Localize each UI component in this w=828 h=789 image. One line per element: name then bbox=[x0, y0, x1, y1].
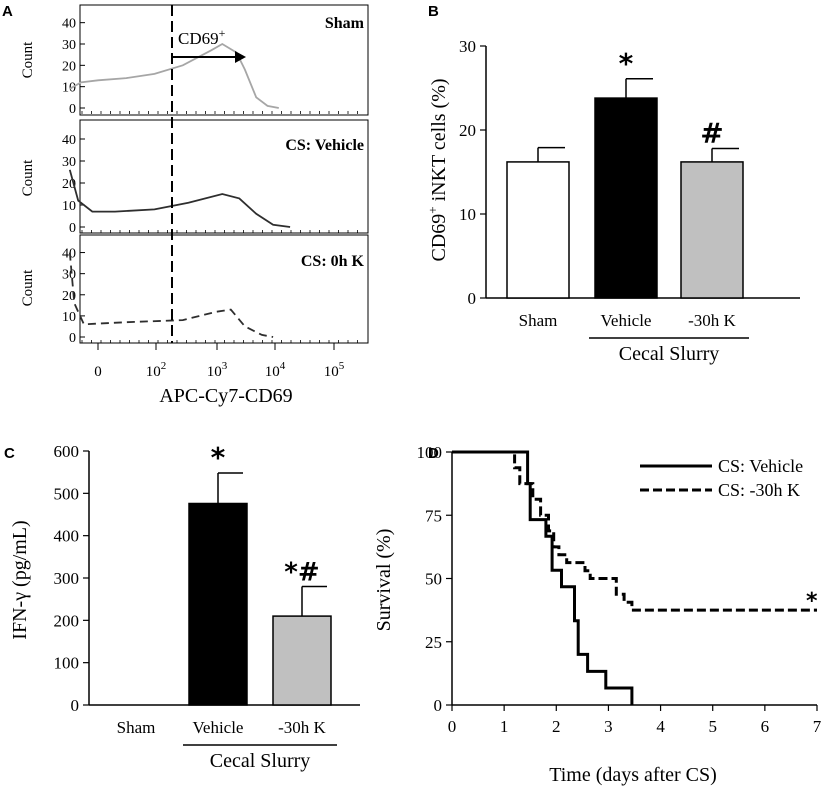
panel-c-label: C bbox=[4, 445, 15, 462]
bar bbox=[680, 161, 744, 299]
y-tick-label: 0 bbox=[71, 696, 80, 715]
y-axis-title-c: IFN-γ (pg/mL) bbox=[9, 520, 31, 639]
x-tick-label: 4 bbox=[656, 717, 665, 736]
y-tick-label: 30 bbox=[459, 37, 476, 56]
histogram-curve bbox=[69, 42, 279, 109]
bar bbox=[506, 161, 570, 299]
histogram-frame-sham bbox=[79, 4, 369, 116]
bar bbox=[594, 97, 658, 299]
histogram-y-tick-label: 0 bbox=[69, 221, 76, 236]
y-tick-label: 20 bbox=[459, 121, 476, 140]
y-tick-label: 100 bbox=[417, 443, 443, 462]
category-label: Vehicle bbox=[193, 718, 244, 737]
histogram-y-tick-label: 10 bbox=[62, 199, 76, 214]
histogram-frame-vehicle bbox=[79, 119, 369, 234]
y-axis-label-sham: Count bbox=[20, 41, 36, 79]
y-tick-label: 25 bbox=[425, 633, 442, 652]
category-label: Sham bbox=[117, 718, 156, 737]
category-label: Sham bbox=[519, 311, 558, 330]
histogram-curve bbox=[68, 252, 274, 338]
y-tick-label: 400 bbox=[54, 527, 80, 546]
bar bbox=[272, 615, 332, 706]
histogram-y-tick-label: 30 bbox=[62, 268, 76, 283]
histogram-x-tick-label: 103 bbox=[207, 360, 228, 380]
subplot-title-sham: Sham bbox=[325, 15, 365, 32]
bar-chart-c: 0 100 200 300 400 500 600 Sham * Vehicle *# -30h K C… bbox=[54, 441, 360, 772]
panel-a-label: A bbox=[2, 3, 13, 20]
panel-d-label: D bbox=[428, 445, 439, 462]
x-axis-title-a: APC-Cy7-CD69 bbox=[159, 385, 292, 407]
survival-line bbox=[452, 450, 817, 612]
cd69-gate-label: CD69+ bbox=[178, 26, 226, 48]
histogram-x-tick-label: 102 bbox=[146, 360, 167, 380]
x-tick-label: 3 bbox=[604, 717, 613, 736]
histogram-frame-0hk bbox=[79, 234, 369, 344]
panel-d: D Survival (%) Time (days after CS) 0255… bbox=[373, 443, 822, 786]
y-tick-label: 50 bbox=[425, 570, 442, 589]
cd69-gate-arrowhead bbox=[235, 51, 246, 63]
panel-c: C IFN-γ (pg/mL) 0 100 200 300 400 500 600 Sham *… bbox=[4, 441, 360, 772]
histogram-y-tick-label: 20 bbox=[62, 59, 76, 74]
group-label: Cecal Slurry bbox=[210, 750, 311, 772]
x-tick-label: 5 bbox=[708, 717, 717, 736]
x-tick-label: 7 bbox=[813, 717, 822, 736]
legend-label-vehicle: CS: Vehicle bbox=[718, 456, 803, 476]
histogram-y-tick-label: 10 bbox=[62, 81, 76, 96]
category-label: Vehicle bbox=[601, 311, 652, 330]
y-tick-label: 300 bbox=[54, 569, 80, 588]
significance-marker: * bbox=[619, 47, 634, 80]
x-tick-label: 1 bbox=[500, 717, 509, 736]
panel-a: A Sham CS: Vehicle CS: 0h K Count Count … bbox=[2, 3, 369, 407]
category-label: -30h K bbox=[688, 311, 736, 330]
y-tick-label: 10 bbox=[459, 205, 476, 224]
histogram-y-tick-label: 30 bbox=[62, 155, 76, 170]
histogram-x-tick-label: 105 bbox=[324, 360, 345, 380]
survival-line bbox=[452, 450, 634, 705]
survival-legend: CS: Vehicle CS: -30h K bbox=[640, 456, 803, 500]
subplot-title-vehicle: CS: Vehicle bbox=[285, 137, 364, 154]
x-axis-title-d: Time (days after CS) bbox=[549, 764, 717, 786]
survival-chart-d: 0 25 50 75 100 0 1 2 3 4 5 6 7 * bbox=[417, 443, 822, 736]
y-tick-label: 200 bbox=[54, 611, 80, 630]
y-tick-label: 100 bbox=[54, 654, 80, 673]
y-tick-label: 600 bbox=[54, 442, 80, 461]
histogram-curve bbox=[68, 169, 291, 228]
histogram-y-tick-label: 40 bbox=[62, 17, 76, 32]
y-axis-title-b: CD69+ iNKT cells (%) bbox=[425, 78, 450, 261]
subplot-title-0hk: CS: 0h K bbox=[301, 253, 365, 270]
bar-chart-b: 0 10 20 30 Sham * Vehicle # -30h K Cecal Slurry bbox=[459, 37, 800, 365]
group-label: Cecal Slurry bbox=[619, 343, 720, 365]
histogram-y-tick-label: 40 bbox=[62, 247, 76, 262]
y-axis-label-0hk: Count bbox=[20, 269, 36, 307]
bar bbox=[188, 502, 248, 706]
histogram-x-tick-label: 104 bbox=[265, 360, 286, 380]
panel-b-label: B bbox=[428, 3, 439, 20]
y-tick-label: 500 bbox=[54, 484, 80, 503]
category-label: -30h K bbox=[278, 718, 326, 737]
y-axis-title-d: Survival (%) bbox=[373, 529, 395, 632]
panel-b: B CD69+ iNKT cells (%) 0 10 20 30 Sham * Vehic… bbox=[425, 3, 800, 365]
histogram-curves bbox=[68, 42, 358, 343]
significance-marker: *# bbox=[284, 557, 319, 587]
significance-marker: * bbox=[211, 441, 226, 474]
y-tick-label: 75 bbox=[425, 506, 442, 525]
histogram-y-tick-label: 10 bbox=[62, 310, 76, 325]
x-tick-label: 0 bbox=[448, 717, 457, 736]
x-tick-label: 6 bbox=[761, 717, 770, 736]
significance-marker: * bbox=[806, 589, 818, 614]
y-tick-label: 0 bbox=[468, 289, 477, 308]
x-tick-label: 2 bbox=[552, 717, 561, 736]
legend-label-30hk: CS: -30h K bbox=[718, 480, 800, 500]
histogram-y-tick-label: 0 bbox=[69, 331, 76, 346]
histogram-x-tick-label: 0 bbox=[94, 364, 102, 380]
y-tick-label: 0 bbox=[434, 696, 443, 715]
histogram-y-tick-label: 40 bbox=[62, 133, 76, 148]
histogram-x-ticks: 0 102 103 104 105 bbox=[94, 343, 345, 380]
y-axis-label-vehicle: Count bbox=[20, 159, 36, 197]
histogram-y-tick-label: 30 bbox=[62, 38, 76, 53]
histogram-y-tick-label: 0 bbox=[69, 102, 76, 117]
significance-marker: # bbox=[700, 116, 723, 149]
